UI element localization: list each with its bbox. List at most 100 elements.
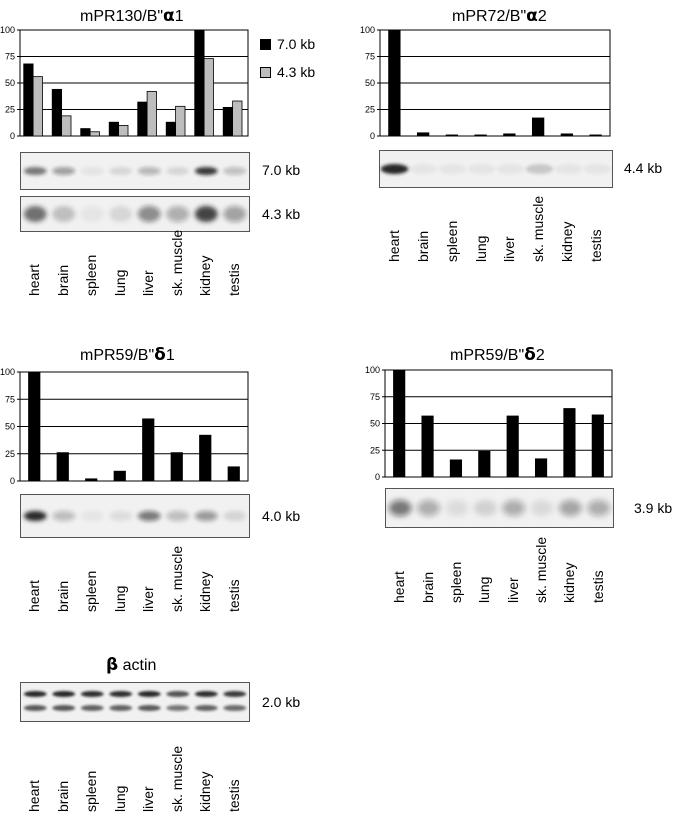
blot-band [388, 500, 412, 516]
blot-band [23, 206, 47, 222]
title-text: mPR72/B" [452, 8, 527, 25]
y-tick-label: 100 [0, 25, 15, 35]
greek-symbol: β [106, 655, 119, 675]
blot-band [23, 691, 47, 697]
y-tick-label: 100 [0, 367, 15, 377]
blot-band [109, 167, 133, 175]
blot-band [23, 167, 47, 175]
blot-band [52, 206, 76, 222]
lane-label-spleen: spleen [83, 770, 100, 812]
chart-title-delta2: mPR59/B"δ2 [450, 345, 545, 365]
blot-band [166, 511, 190, 521]
lane-label-kidney: kidney [197, 771, 214, 812]
blot-band [223, 705, 247, 711]
blot-band [587, 500, 611, 516]
y-tick-label: 50 [370, 419, 380, 429]
bar-lung [478, 450, 491, 478]
northern-blot-4kb [20, 196, 250, 232]
lane-label-spleen: spleen [447, 561, 464, 603]
lane-label-heart: heart [26, 780, 43, 812]
blot-band [223, 206, 247, 222]
blot-band [137, 167, 161, 175]
blot-band [80, 167, 104, 175]
title-text: actin [122, 657, 157, 674]
northern-blot-2-0kb [20, 682, 250, 722]
blot-band [445, 500, 469, 516]
bar-brain [56, 452, 69, 482]
lane-label-liver: liver [140, 786, 157, 812]
blot-band [80, 705, 104, 711]
greek-symbol: α [526, 6, 538, 26]
y-tick-label: 50 [365, 78, 375, 88]
blot-band [473, 500, 497, 516]
y-tick-label: 50 [5, 78, 15, 88]
northern-blot-4-4kb [379, 150, 613, 188]
y-tick-label: 25 [5, 449, 15, 459]
blot-band [80, 691, 104, 697]
blot-band [409, 164, 438, 174]
blot-size-label: 4.4 kb [624, 160, 663, 176]
y-tick-label: 75 [5, 394, 15, 404]
legend-swatch-black [260, 39, 271, 50]
lane-label-brain: brain [54, 780, 71, 812]
blot-band [583, 164, 612, 174]
blot-band [194, 511, 218, 521]
y-tick-label: 75 [365, 52, 375, 62]
bar-heart [32, 76, 43, 137]
bar-liver [506, 415, 519, 478]
bar-testis [232, 100, 243, 137]
title-text: mPR59/B" [80, 347, 155, 364]
y-tick-label: 25 [5, 105, 15, 115]
bar-spleen [89, 131, 100, 137]
chart-title-alpha1: mPR130/B"α1 [80, 6, 184, 26]
bar-brain [61, 115, 72, 137]
blot-band [166, 705, 190, 711]
title-subscript: 1 [174, 8, 184, 25]
blot-band [194, 691, 218, 697]
bar-liver [142, 418, 155, 482]
bar-spleen [85, 478, 98, 482]
blot-size-label: 2.0 kb [262, 694, 301, 710]
blot-band [467, 164, 496, 174]
blot-band [137, 705, 161, 711]
legend-swatch-gray [260, 67, 271, 78]
blot-band [554, 164, 583, 174]
y-tick-label: 0 [10, 476, 15, 486]
bar-testis [589, 134, 602, 137]
blot-size-label: 4.3 kb [262, 206, 301, 222]
y-tick-label: 0 [10, 131, 15, 141]
plot-frame [379, 29, 611, 137]
legend-item-7kb: 7.0 kb [260, 36, 315, 52]
blot-band [166, 691, 190, 697]
blot-band [417, 500, 440, 516]
blot-band [109, 511, 133, 521]
blot-band [496, 164, 525, 174]
blot-band [23, 511, 47, 521]
bar-heart [393, 369, 406, 478]
blot-band [137, 511, 161, 521]
bar-spleen [449, 459, 463, 478]
bar-brain [51, 88, 63, 137]
bar-kidney [560, 133, 574, 137]
blot-band [23, 705, 47, 711]
bar-brain [421, 415, 434, 478]
lane-label-kidney: kidney [561, 562, 578, 603]
chart-title-delta1: mPR59/B"δ1 [80, 345, 175, 365]
blot-band [223, 511, 247, 521]
bar-heart [388, 29, 401, 137]
title-subscript: 2 [537, 8, 547, 25]
lane-label-lung: lung [476, 576, 493, 603]
blot-band [438, 164, 467, 174]
title-text: mPR59/B" [450, 347, 525, 364]
legend-label: 4.3 kb [277, 64, 316, 80]
blot-band [52, 691, 76, 697]
blot-band [80, 511, 104, 521]
bar-kidney [563, 408, 576, 478]
blot-size-label: 4.0 kb [262, 508, 301, 524]
title-subscript: 2 [535, 347, 545, 364]
bar-testis [591, 414, 604, 478]
blot-band [223, 167, 247, 175]
